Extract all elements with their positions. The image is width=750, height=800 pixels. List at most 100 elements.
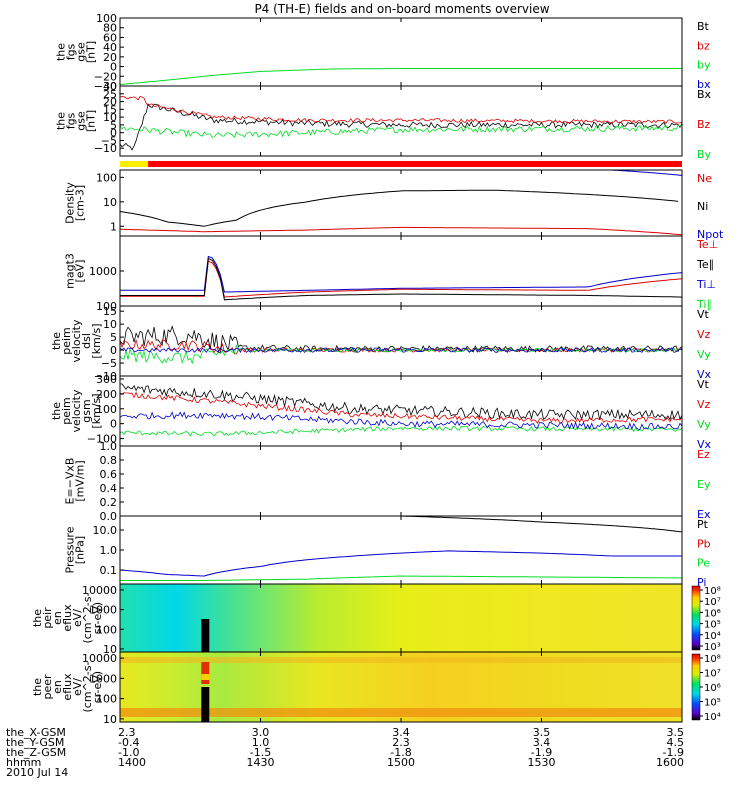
y-axis-label: gsm: [80, 399, 93, 422]
legend-bx: Bx: [697, 88, 712, 101]
ephem-row-label: the_Z-GSM: [6, 746, 66, 759]
legend-ni: Ni: [697, 200, 708, 213]
legend-bx: bx: [697, 78, 711, 91]
panel-8: 10.0 1.0 0.1 Pressure[nPa] Pt Pb Pe Pi: [64, 515, 711, 589]
date-label: 2010 Jul 14: [6, 766, 68, 779]
y-axis-label: fgs: [65, 43, 78, 60]
colorbar-label: 10⁵: [704, 698, 721, 709]
legend-vx: Vx: [697, 438, 712, 451]
series-by: [119, 124, 683, 138]
y-tick-label: −5: [101, 134, 117, 147]
ephem-row-label: the_X-GSM: [6, 726, 66, 739]
ephem-value: 1430: [247, 756, 275, 769]
data-gap: [201, 687, 210, 722]
colorbar-label: 10⁴: [704, 712, 721, 723]
ephem-value: 3.0: [252, 726, 270, 739]
legend-vt: Vt: [697, 308, 710, 321]
series-bx: [119, 103, 683, 151]
y-axis-label: velocity: [70, 389, 83, 432]
y-tick-label: 60: [103, 31, 117, 44]
legend-te: Te⊥: [696, 238, 718, 251]
series-vy: [119, 425, 683, 437]
ephem-value: 3.4: [533, 736, 551, 749]
legend-ey: Ey: [697, 478, 711, 491]
series-by: [119, 68, 682, 85]
legend-pb: Pb: [697, 537, 711, 550]
y-axis-label: fgs: [65, 112, 78, 129]
panel-frame: [119, 515, 683, 585]
y-axis-label: sr-eV): [91, 671, 104, 703]
series-bz: [119, 95, 683, 125]
series-vx: [119, 346, 683, 354]
y-tick-label: 10: [103, 643, 117, 656]
low-energy-band: [120, 708, 682, 717]
y-tick-label: 0: [110, 418, 117, 431]
ephem-value: 1.0: [252, 736, 270, 749]
series-pe: [120, 575, 683, 581]
y-axis-label: peim: [60, 397, 73, 425]
y-tick-label: −10: [94, 370, 117, 383]
y-axis-label: the: [55, 112, 68, 130]
series-ne: [119, 226, 683, 236]
y-tick-label: 30: [103, 80, 117, 93]
y-tick-label: 1000: [89, 604, 117, 617]
ephem-value: 2.3: [118, 726, 136, 739]
y-tick-label: 5: [110, 331, 117, 344]
y-axis-label: peim: [60, 327, 73, 355]
y-axis-label: Pressure: [64, 526, 77, 573]
colorbar-label: 10⁶: [704, 683, 721, 694]
y-axis-label: eflux: [61, 604, 74, 632]
legend-vy: Vy: [697, 418, 711, 431]
legend-vt: Vt: [697, 378, 710, 391]
legend-vz: Vz: [697, 398, 711, 411]
colorbar-label: 10⁶: [704, 608, 721, 619]
y-tick-label: 80: [103, 22, 117, 35]
y-axis-label: eV/: [71, 609, 84, 627]
y-axis-label: [km/s]: [90, 393, 103, 428]
y-tick-label: 0: [110, 344, 117, 357]
panel-3: 100 10 1 Density[cm-3] Ne Ni Npot: [64, 169, 724, 241]
y-tick-label: 10000: [82, 652, 117, 665]
y-axis-label: the: [31, 678, 44, 696]
y-tick-label: 5: [110, 119, 117, 132]
y-tick-label: 0.0: [100, 510, 118, 523]
ephem-value: -0.4: [118, 736, 139, 749]
y-tick-label: 1.0: [100, 544, 118, 557]
colorbar-label: 10⁵: [704, 620, 721, 631]
legend-bt: Bt: [697, 20, 710, 33]
y-axis-label: (cm^2-s-: [81, 593, 94, 644]
y-tick-label: 20: [103, 96, 117, 109]
y-tick-label: 0.6: [100, 468, 118, 481]
legend-ti: Ti∥: [696, 298, 712, 311]
figure-title: P4 (TH-E) fields and on-board moments ov…: [254, 2, 549, 16]
y-axis-label: Density: [64, 182, 77, 224]
y-axis-label: the: [50, 332, 63, 350]
series-ti: [120, 255, 683, 293]
ephem-value: 4.5: [667, 736, 685, 749]
y-tick-label: 10: [103, 713, 117, 726]
series-pi: [119, 550, 682, 577]
legend-vy: Vy: [697, 348, 711, 361]
y-axis-label: eflux: [61, 673, 74, 701]
panel-frame: [119, 445, 683, 517]
legend-vx: Vx: [697, 368, 712, 381]
y-axis-label: the: [55, 43, 68, 61]
data-gap: [201, 619, 210, 652]
y-axis-label: magt3: [64, 253, 77, 289]
legend-npot: Npot: [697, 228, 724, 241]
ephem-row-label: the_Y-GSM: [6, 736, 64, 749]
mode-bar: [120, 161, 149, 167]
panel-4: 1000 100 magt3[eV] Te⊥ Te∥ Ti⊥ Ti∥: [64, 235, 718, 313]
y-tick-label: 1000: [89, 265, 117, 278]
spectrogram: [120, 584, 682, 652]
y-tick-label: 10: [103, 318, 117, 331]
y-axis-label: [nPa]: [74, 536, 87, 564]
y-tick-label: 100: [96, 403, 117, 416]
y-axis-label: gse: [75, 42, 88, 62]
ephem-value: 1530: [528, 756, 556, 769]
burst-mark: [201, 674, 210, 680]
